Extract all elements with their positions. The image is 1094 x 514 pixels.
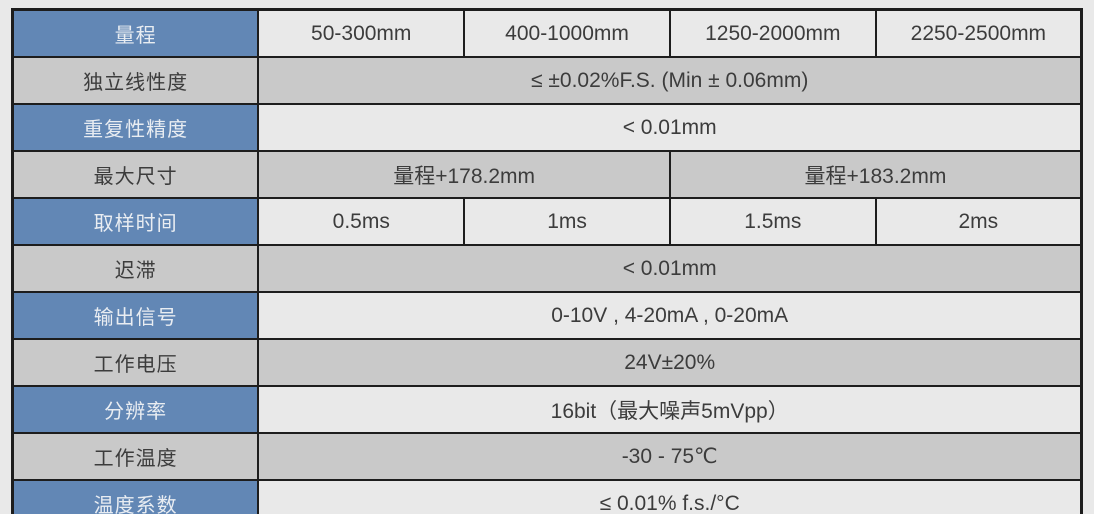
row-label-working-temperature: 工作温度	[11, 432, 260, 481]
spec-row-working-temperature: 工作温度 -30 - 75℃	[11, 432, 1083, 481]
spec-row-hysteresis: 迟滞 < 0.01mm	[11, 244, 1083, 293]
row-label-resolution: 分辨率	[11, 385, 260, 434]
spec-row-working-voltage: 工作电压 24V±20%	[11, 338, 1083, 387]
value-cell-range-1: 400-1000mm	[463, 8, 671, 58]
value-cell-sampling-time-3: 2ms	[874, 197, 1083, 246]
spec-row-temperature-coefficient: 温度系数 ≤ 0.01% f.s./°C	[11, 479, 1083, 514]
value-cell-sampling-time-0: 0.5ms	[257, 197, 466, 246]
value-cell-max-dimension-0: 量程+178.2mm	[257, 150, 671, 199]
value-cell-sampling-time-1: 1ms	[463, 197, 671, 246]
value-cell-working-temperature-0: -30 - 75℃	[257, 432, 1083, 481]
row-label-sampling-time: 取样时间	[11, 197, 260, 246]
value-cell-repeatability-0: < 0.01mm	[257, 103, 1083, 152]
row-label-repeatability: 重复性精度	[11, 103, 260, 152]
row-label-independent-linearity: 独立线性度	[11, 56, 260, 105]
value-cell-hysteresis-0: < 0.01mm	[257, 244, 1083, 293]
value-cell-working-voltage-0: 24V±20%	[257, 338, 1083, 387]
spec-row-independent-linearity: 独立线性度 ≤ ±0.02%F.S. (Min ± 0.06mm)	[11, 56, 1083, 105]
spec-row-sampling-time: 取样时间 0.5ms 1ms 1.5ms 2ms	[11, 197, 1083, 246]
value-cell-temperature-coefficient-0: ≤ 0.01% f.s./°C	[257, 479, 1083, 514]
spec-row-repeatability: 重复性精度 < 0.01mm	[11, 103, 1083, 152]
row-label-range: 量程	[11, 8, 260, 58]
row-label-hysteresis: 迟滞	[11, 244, 260, 293]
value-cell-range-2: 1250-2000mm	[668, 8, 877, 58]
spec-row-output-signal: 输出信号 0-10V , 4-20mA , 0-20mA	[11, 291, 1083, 340]
value-cell-max-dimension-1: 量程+183.2mm	[668, 150, 1083, 199]
spec-table-body: 量程 50-300mm 400-1000mm 1250-2000mm 2250-2500…	[11, 8, 1083, 514]
specification-table: 量程 50-300mm 400-1000mm 1250-2000mm 2250-2500…	[11, 8, 1083, 514]
spec-row-max-dimension: 最大尺寸 量程+178.2mm 量程+183.2mm	[11, 150, 1083, 199]
value-cell-output-signal-0: 0-10V , 4-20mA , 0-20mA	[257, 291, 1083, 340]
value-cell-sampling-time-2: 1.5ms	[668, 197, 877, 246]
value-cell-range-0: 50-300mm	[257, 8, 466, 58]
value-cell-range-3: 2250-2500mm	[874, 8, 1083, 58]
row-label-max-dimension: 最大尺寸	[11, 150, 260, 199]
spec-row-resolution: 分辨率 16bit（最大噪声5mVpp）	[11, 385, 1083, 434]
row-label-output-signal: 输出信号	[11, 291, 260, 340]
spec-row-range: 量程 50-300mm 400-1000mm 1250-2000mm 2250-2500…	[11, 8, 1083, 58]
row-label-temperature-coefficient: 温度系数	[11, 479, 260, 514]
value-cell-independent-linearity-0: ≤ ±0.02%F.S. (Min ± 0.06mm)	[257, 56, 1083, 105]
value-cell-resolution-0: 16bit（最大噪声5mVpp）	[257, 385, 1083, 434]
row-label-working-voltage: 工作电压	[11, 338, 260, 387]
